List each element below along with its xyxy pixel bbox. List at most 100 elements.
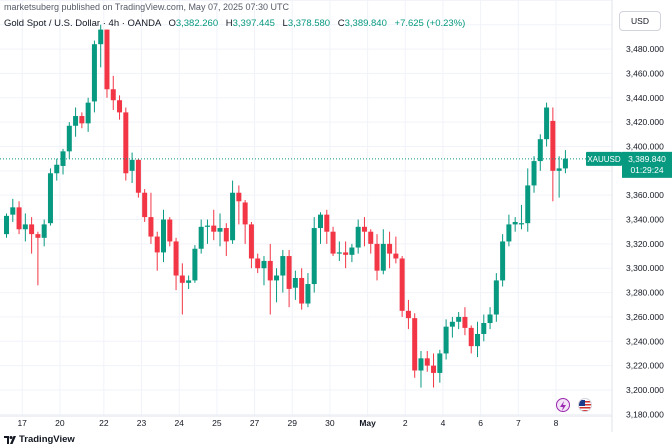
candle-body xyxy=(248,224,254,259)
candle-body xyxy=(47,173,53,224)
price-tag-value: 3,389.840 xyxy=(628,154,666,164)
candle-body xyxy=(336,252,342,254)
candle-down xyxy=(16,201,22,235)
low-label: L xyxy=(282,18,288,29)
candle-down xyxy=(550,107,556,202)
candle-up xyxy=(22,213,28,242)
candle-down xyxy=(267,243,273,315)
candle-body xyxy=(518,223,524,225)
time-tick-label: 24 xyxy=(174,418,184,428)
symbol-tag xyxy=(586,151,622,166)
candle-body xyxy=(29,224,35,235)
candle-body xyxy=(129,159,135,171)
close-label: C xyxy=(337,18,345,29)
candle-down xyxy=(286,249,292,308)
candle-body xyxy=(286,256,292,289)
candle-body xyxy=(399,258,405,311)
candle-body xyxy=(299,277,305,304)
candle-up xyxy=(512,217,518,232)
candle-body xyxy=(186,280,192,283)
currency-button[interactable]: USD xyxy=(619,11,661,31)
candle-body xyxy=(550,120,556,171)
brand-name: TradingView xyxy=(19,434,75,445)
candle-up xyxy=(73,107,79,137)
candle-body xyxy=(41,224,47,238)
candle-body xyxy=(443,326,449,354)
high-label: H xyxy=(225,18,233,29)
candle-body xyxy=(475,333,480,347)
candle-body xyxy=(456,316,462,322)
candle-up xyxy=(280,249,286,293)
time-tick-label: 23 xyxy=(137,418,147,428)
candle-body xyxy=(481,323,487,334)
candle-body xyxy=(167,219,173,242)
candle-body xyxy=(324,214,330,232)
candle-down xyxy=(405,299,411,330)
candle-down xyxy=(361,217,367,247)
tradingview-brand[interactable]: TradingView xyxy=(4,434,75,445)
candle-body xyxy=(500,241,506,281)
candle-up xyxy=(487,307,493,330)
publisher-line: marketsuberg published on TradingView.co… xyxy=(4,2,289,12)
candle-body xyxy=(512,221,518,225)
price-tick-label: 3,360.000 xyxy=(626,190,664,200)
candle-body xyxy=(280,256,286,276)
candle-up xyxy=(47,168,53,226)
price-tick-label: 3,440.000 xyxy=(626,93,664,103)
candle-body xyxy=(16,207,22,230)
candle-up xyxy=(129,152,135,183)
candle-down xyxy=(135,158,141,198)
candle-up xyxy=(161,209,166,263)
price-tick-label: 3,200.000 xyxy=(626,385,664,395)
symbol-tag-label: XAUUSD xyxy=(587,155,621,164)
candle-body xyxy=(418,358,424,371)
candle-body xyxy=(506,224,512,242)
price-tick-label: 3,460.000 xyxy=(626,68,664,78)
candle-up xyxy=(506,214,512,247)
candle-down xyxy=(299,268,305,310)
us-flag-icon[interactable] xyxy=(578,398,592,412)
candle-body xyxy=(487,314,493,324)
candle-up xyxy=(500,234,506,287)
candle-up xyxy=(292,270,298,300)
candle-body xyxy=(544,107,550,140)
time-tick-label: May xyxy=(359,418,376,428)
candle-down xyxy=(148,192,154,244)
candle-down xyxy=(393,236,399,264)
candle-body xyxy=(525,185,531,224)
time-tick-label: 29 xyxy=(288,418,298,428)
candle-body xyxy=(343,252,349,255)
flash-event-icon[interactable] xyxy=(556,398,570,412)
time-tick-label: 2 xyxy=(403,418,408,428)
candle-body xyxy=(261,260,267,269)
candle-body xyxy=(374,243,380,271)
price-tick-label: 3,220.000 xyxy=(626,361,664,371)
candle-up xyxy=(230,180,236,244)
candle-body xyxy=(85,102,91,124)
candle-down xyxy=(167,217,173,247)
price-tick-label: 3,420.000 xyxy=(626,117,664,127)
candle-body xyxy=(424,358,430,366)
candle-body xyxy=(292,277,298,288)
candle-down xyxy=(242,200,248,244)
price-tick-label: 3,480.000 xyxy=(626,44,664,54)
candle-up xyxy=(98,24,104,68)
time-tick-label: 27 xyxy=(250,418,260,428)
candle-down xyxy=(35,231,41,286)
symbol-title[interactable]: Gold Spot / U.S. Dollar · 4h · OANDA xyxy=(4,18,161,29)
candle-down xyxy=(374,234,380,281)
candle-up xyxy=(274,268,280,303)
candle-up xyxy=(355,219,361,254)
candle-body xyxy=(531,161,537,186)
candle-body xyxy=(161,219,166,253)
candle-up xyxy=(475,321,480,358)
time-tick-label: 6 xyxy=(478,418,483,428)
candle-up xyxy=(204,219,210,244)
candle-down xyxy=(330,226,336,257)
candle-body xyxy=(242,202,248,225)
high-value: 3,397.445 xyxy=(232,18,275,29)
candle-body xyxy=(179,275,185,283)
candle-up xyxy=(518,204,524,230)
candle-up xyxy=(336,241,342,261)
